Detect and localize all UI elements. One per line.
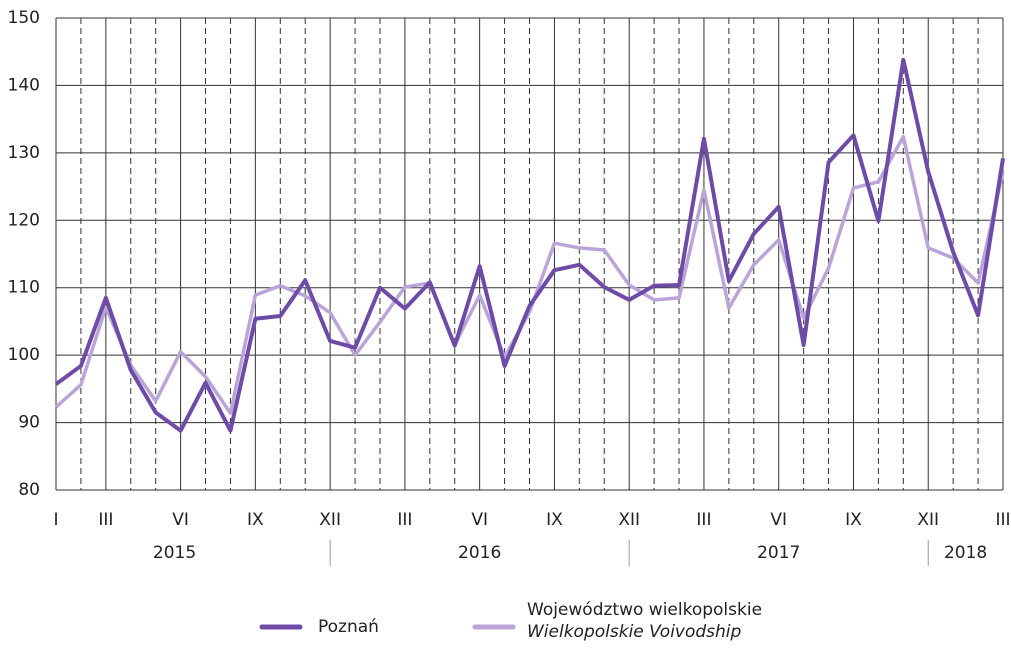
x-tick-label: I (53, 510, 58, 530)
year-label: 2017 (757, 543, 800, 563)
x-tick-label: XII (319, 510, 341, 530)
legend-label: Poznań (318, 617, 379, 637)
x-tick-label: VI (770, 510, 787, 530)
y-tick-label: 130 (8, 143, 40, 163)
y-tick-label: 150 (8, 8, 40, 28)
y-tick-label: 90 (18, 413, 40, 433)
legend-label-en: Wielkopolskie Voivodship (527, 622, 742, 642)
x-tick-label: VI (471, 510, 488, 530)
y-tick-label: 140 (8, 75, 40, 95)
x-tick-label: IX (845, 510, 862, 530)
x-tick-label: XII (618, 510, 640, 530)
y-tick-label: 80 (18, 480, 40, 500)
year-label: 2015 (153, 543, 196, 563)
series-line (54, 57, 1005, 433)
x-tick-label: III (696, 510, 711, 530)
y-tick-label: 120 (8, 210, 40, 230)
legend-label: Województwo wielkopolskie (527, 600, 762, 620)
x-tick-label: IX (546, 510, 563, 530)
x-tick-label: III (98, 510, 113, 530)
x-tick-label: III (397, 510, 412, 530)
x-tick-label: VI (172, 510, 189, 530)
y-tick-label: 110 (8, 278, 40, 298)
x-tick-label: III (995, 510, 1010, 530)
x-tick-label: IX (247, 510, 264, 530)
y-tick-label: 100 (8, 345, 40, 365)
year-label: 2016 (458, 543, 501, 563)
year-label: 2018 (944, 543, 987, 563)
x-tick-label: XII (917, 510, 939, 530)
series-line (54, 134, 1005, 415)
